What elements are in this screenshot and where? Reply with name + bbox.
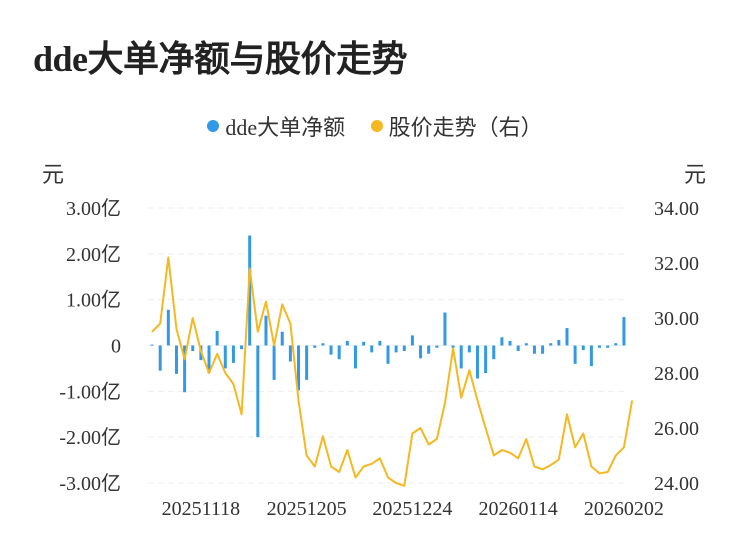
dde-bar[interactable] — [484, 345, 488, 374]
dde-bar[interactable] — [280, 331, 284, 346]
dde-bar[interactable] — [191, 345, 195, 352]
dde-bar[interactable] — [223, 345, 227, 369]
dde-bar[interactable] — [394, 345, 398, 353]
dde-bar[interactable] — [557, 340, 561, 346]
dde-bar[interactable] — [410, 335, 414, 346]
dde-bar[interactable] — [353, 345, 357, 369]
dde-bar[interactable] — [475, 345, 479, 379]
dde-bar[interactable] — [313, 345, 317, 348]
dde-bar[interactable] — [598, 345, 602, 348]
right-tick-label: 34.00 — [654, 198, 699, 220]
right-axis-unit: 元 — [684, 162, 707, 187]
dde-bar[interactable] — [150, 344, 154, 346]
dde-bar[interactable] — [231, 345, 235, 363]
dde-bar[interactable] — [532, 345, 536, 354]
right-tick-label: 24.00 — [654, 473, 699, 495]
dde-bar[interactable] — [337, 345, 341, 360]
dde-bar[interactable] — [622, 317, 626, 346]
left-axis-unit: 元 — [42, 162, 65, 187]
bar-series — [150, 235, 626, 438]
dde-bar[interactable] — [614, 343, 618, 346]
dde-bar[interactable] — [370, 345, 374, 353]
dde-bar[interactable] — [549, 343, 553, 346]
dde-bar[interactable] — [443, 312, 447, 346]
legend-item-dde[interactable]: dde大单净额 — [207, 110, 345, 142]
dde-bar[interactable] — [272, 345, 276, 380]
dde-bar[interactable] — [581, 345, 585, 351]
dde-bar[interactable] — [467, 345, 471, 353]
dde-bar[interactable] — [500, 337, 504, 346]
legend-label-price: 股价走势（右） — [388, 115, 543, 140]
x-tick-label: 20260114 — [479, 498, 558, 520]
dde-bar[interactable] — [541, 345, 545, 354]
dde-bar[interactable] — [240, 345, 244, 350]
dde-bar[interactable] — [288, 345, 292, 362]
dde-bar[interactable] — [305, 345, 309, 380]
dde-bar[interactable] — [378, 340, 382, 346]
x-axis-ticks: 20251118 20251205 20251224 20260114 20260202 — [162, 498, 664, 520]
dde-bar[interactable] — [573, 345, 577, 364]
left-tick-label: -1.00亿 — [59, 380, 121, 403]
dde-bar[interactable] — [516, 345, 520, 352]
x-tick-label: 20251118 — [162, 498, 241, 520]
left-tick-label: 1.00亿 — [66, 289, 121, 312]
x-tick-label: 20251224 — [372, 498, 452, 520]
x-tick-label: 20251205 — [267, 498, 347, 520]
dde-bar[interactable] — [297, 345, 301, 391]
right-tick-label: 28.00 — [654, 363, 699, 385]
dde-bar[interactable] — [248, 235, 252, 346]
dde-bar[interactable] — [508, 340, 512, 346]
left-axis-ticks: 3.00亿 2.00亿 1.00亿 0 -1.00亿 -2.00亿 -3.00亿 — [59, 197, 121, 495]
left-tick-label: 3.00亿 — [66, 197, 121, 220]
dde-bar[interactable] — [207, 345, 211, 374]
dde-bar[interactable] — [329, 345, 333, 355]
line-series — [151, 256, 634, 487]
dde-bar[interactable] — [427, 345, 431, 354]
dde-bar[interactable] — [524, 343, 528, 346]
right-axis-ticks: 34.00 32.00 30.00 28.00 26.00 24.00 — [654, 198, 699, 495]
legend-dot-dde — [207, 120, 220, 132]
dde-bar[interactable] — [565, 328, 569, 346]
dde-bar[interactable] — [264, 315, 268, 346]
left-tick-label: 2.00亿 — [66, 243, 121, 266]
price-line[interactable] — [151, 256, 634, 487]
legend-dot-price — [370, 120, 383, 132]
dde-bar[interactable] — [256, 345, 260, 438]
chart-title: dde大单净额与股价走势 — [33, 39, 408, 79]
dde-bar[interactable] — [451, 345, 455, 348]
dde-bar[interactable] — [345, 340, 349, 346]
dde-bar[interactable] — [174, 345, 178, 374]
dde-bar[interactable] — [158, 345, 162, 371]
dde-bar[interactable] — [166, 309, 170, 346]
right-tick-label: 30.00 — [654, 308, 699, 330]
legend-label-dde: dde大单净额 — [225, 115, 346, 140]
dde-bar[interactable] — [321, 343, 325, 346]
left-tick-label: 0 — [111, 336, 121, 358]
legend-item-price[interactable]: 股价走势（右） — [370, 110, 543, 142]
dde-bar[interactable] — [386, 345, 390, 364]
dde-bar[interactable] — [402, 345, 406, 352]
dde-bar[interactable] — [492, 345, 496, 360]
right-tick-label: 32.00 — [654, 253, 699, 275]
x-tick-label: 20260202 — [584, 498, 664, 520]
dde-bar[interactable] — [589, 345, 593, 367]
dde-bar[interactable] — [183, 345, 187, 393]
left-tick-label: -2.00亿 — [59, 426, 121, 449]
dde-bar[interactable] — [606, 345, 610, 348]
dde-bar[interactable] — [459, 345, 463, 369]
dde-bar[interactable] — [362, 341, 366, 346]
dde-bar[interactable] — [419, 345, 423, 359]
left-tick-label: -3.00亿 — [59, 472, 121, 495]
chart-legend: dde大单净额 股价走势（右） — [0, 110, 750, 142]
dde-bar[interactable] — [435, 345, 439, 348]
grid-lines — [148, 207, 628, 484]
dde-bar[interactable] — [215, 330, 219, 346]
right-tick-label: 26.00 — [654, 418, 699, 440]
